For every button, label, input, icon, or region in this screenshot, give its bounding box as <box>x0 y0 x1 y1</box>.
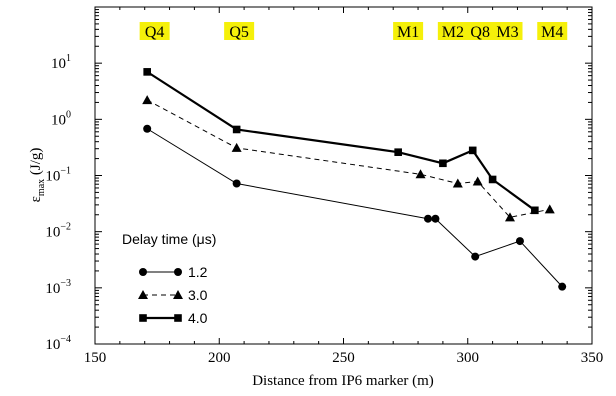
data-point-1.2 <box>471 252 480 261</box>
magnet-label: Q4 <box>145 24 165 41</box>
data-point-3.0 <box>472 176 483 186</box>
y-tick-label: 100 <box>51 109 71 128</box>
data-point-1.2 <box>232 179 241 188</box>
series-line-1.2 <box>146 128 563 287</box>
magnet-label: Q5 <box>229 24 249 41</box>
series-line-4.0 <box>146 70 536 212</box>
y-axis-title-subscript: max <box>36 179 47 196</box>
y-tick-label-base: 10 <box>51 56 66 72</box>
magnet-highlight <box>465 22 496 40</box>
series-line-3.0 <box>146 99 550 218</box>
x-tick-label: 150 <box>84 350 107 366</box>
y-tick-label-base: 10 <box>45 281 60 297</box>
x-axis-ticks: 150 200 250 300 350 <box>84 7 604 366</box>
y-axis-title-symbol: ε <box>28 196 44 202</box>
y-tick-label-base: 10 <box>45 225 60 241</box>
y-tick-label-exponent: 1 <box>66 53 71 64</box>
magnet-label: Q8 <box>470 24 490 41</box>
data-point-3.0 <box>415 169 426 179</box>
legend-marker-3.0 <box>173 290 183 299</box>
magnet-label: M3 <box>496 24 518 41</box>
series-markers <box>142 68 567 291</box>
y-tick-label-exponent: −4 <box>60 334 71 345</box>
y-tick-label: 10−1 <box>45 166 71 185</box>
y-tick-label: 10−4 <box>45 334 71 353</box>
magnet-highlights <box>139 22 568 40</box>
data-point-4.0 <box>143 68 151 76</box>
y-tick-label-base: 10 <box>45 169 60 185</box>
legend-title: Delay time (μs) <box>122 231 216 247</box>
magnet-highlight <box>492 22 523 40</box>
magnet-highlight <box>393 22 424 40</box>
magnet-highlight <box>224 22 255 40</box>
plot-frame <box>94 6 593 345</box>
y-tick-label-exponent: −3 <box>60 278 71 289</box>
y-tick-label-exponent: −2 <box>60 222 71 233</box>
data-point-3.0 <box>452 178 463 188</box>
data-point-4.0 <box>232 125 241 134</box>
legend-label-1.2: 1.2 <box>188 264 208 280</box>
data-point-3.0 <box>231 142 242 152</box>
data-point-1.2 <box>515 237 524 246</box>
y-tick-label: 10−3 <box>45 278 71 297</box>
x-tick-label: 250 <box>332 350 355 366</box>
data-point-1.2 <box>423 214 432 223</box>
y-tick-label-exponent: 0 <box>66 109 71 120</box>
magnet-highlight <box>139 22 170 40</box>
y-tick-label: 101 <box>51 53 71 72</box>
legend-label-4.0: 4.0 <box>188 310 208 326</box>
data-point-4.0 <box>439 159 447 168</box>
y-tick-label-base: 10 <box>51 112 66 128</box>
legend-marker-4.0 <box>139 314 147 322</box>
y-axis-title-unit: (J/g) <box>28 148 44 179</box>
legend-label-3.0: 3.0 <box>188 287 208 303</box>
x-tick-label: 300 <box>457 350 480 366</box>
magnet-label: M1 <box>397 24 419 41</box>
data-point-4.0 <box>394 148 402 156</box>
legend-marker-1.2 <box>174 268 182 276</box>
data-point-3.0 <box>544 204 555 214</box>
data-point-3.0 <box>504 212 515 222</box>
data-point-3.0 <box>142 95 153 105</box>
y-tick-label-exponent: −1 <box>60 166 71 177</box>
legend-marker-1.2 <box>139 268 147 276</box>
magnet-label: M2 <box>442 24 464 41</box>
legend-marker-3.0 <box>138 290 148 299</box>
data-point-4.0 <box>531 206 539 215</box>
x-tick-label: 200 <box>208 350 231 366</box>
x-tick-label: 350 <box>581 350 604 366</box>
legend: Delay time (μs) 1.2 3.0 4.0 <box>122 231 216 326</box>
magnet-labels: Q4 Q5 M1 M2 Q8 M3 M4 <box>145 24 563 41</box>
data-point-4.0 <box>468 146 477 155</box>
magnet-highlight <box>537 22 568 40</box>
y-tick-label: 10−2 <box>45 222 71 241</box>
data-point-4.0 <box>488 175 497 184</box>
series-lines <box>146 70 563 287</box>
y-axis-title: εmax (J/g) <box>28 148 47 203</box>
magnet-highlight <box>437 22 468 40</box>
y-tick-label-base: 10 <box>45 337 60 353</box>
magnet-label: M4 <box>541 24 563 41</box>
data-point-1.2 <box>143 124 152 133</box>
data-point-1.2 <box>558 282 567 291</box>
x-axis-title: Distance from IP6 marker (m) <box>252 373 434 389</box>
legend-marker-4.0 <box>174 314 182 322</box>
data-point-1.2 <box>431 214 440 223</box>
